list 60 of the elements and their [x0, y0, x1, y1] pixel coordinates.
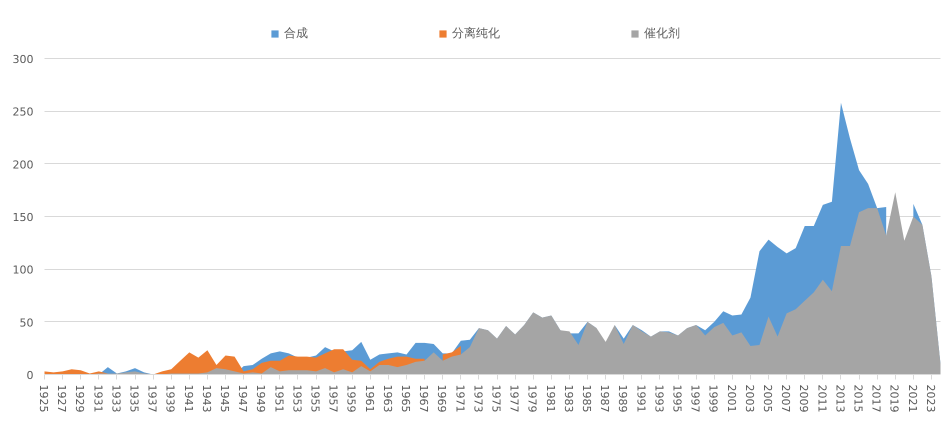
x-tick-label: 2019 [888, 384, 901, 412]
y-tick-label: 100 [12, 264, 34, 277]
x-tick-label: 1971 [453, 384, 466, 412]
x-tick-label: 1957 [326, 384, 340, 412]
y-tick-label: 0 [26, 369, 34, 382]
x-tick-label: 1941 [182, 384, 195, 412]
y-tick-label: 200 [12, 158, 34, 172]
x-tick-label: 2011 [815, 384, 828, 412]
x-tick-label: 2001 [724, 384, 738, 412]
x-tick-label: 1997 [688, 384, 702, 412]
x-tick-label: 1939 [164, 384, 177, 412]
x-tick-label: 1963 [380, 384, 394, 412]
x-tick-label: 1931 [91, 384, 104, 412]
x-tick-label: 2017 [870, 384, 883, 412]
x-tick-label: 1935 [128, 384, 141, 412]
x-tick-label: 1985 [580, 384, 594, 412]
legend-label: 合成 [284, 25, 308, 42]
y-tick-label: 150 [12, 211, 34, 224]
x-tick-label: 1955 [308, 384, 322, 412]
x-tick-label: 1951 [272, 384, 286, 412]
x-tick-label: 1945 [218, 384, 232, 412]
legend-label: 催化剂 [644, 25, 680, 42]
x-tick-label: 1925 [37, 384, 50, 412]
x-tick-label: 1979 [526, 384, 539, 412]
x-tick-label: 2007 [779, 384, 792, 412]
x-tick-label: 1983 [562, 384, 575, 412]
y-tick-label: 50 [20, 316, 34, 330]
x-tick-label: 1995 [670, 384, 684, 412]
x-tick-label: 2013 [833, 384, 846, 412]
x-tick-label: 1959 [344, 384, 358, 412]
x-tick-label: 1967 [417, 384, 430, 412]
x-tick-label: 1929 [73, 384, 86, 412]
x-tick-label: 2015 [852, 384, 865, 412]
x-tick-label: 2023 [924, 384, 937, 412]
y-tick-label: 300 [12, 53, 34, 66]
y-tick-label: 250 [12, 106, 34, 119]
x-tick-label: 1953 [290, 384, 304, 412]
x-tick-label: 1943 [200, 384, 213, 412]
x-tick-label: 1949 [254, 384, 268, 412]
x-tick-label: 1975 [490, 384, 503, 412]
x-tick-label: 1933 [109, 384, 122, 412]
x-tick-label: 1993 [652, 384, 666, 412]
x-tick-label: 2003 [742, 384, 756, 412]
x-tick-label: 2009 [797, 384, 810, 412]
x-tick-label: 1969 [435, 384, 448, 412]
x-tick-label: 2021 [906, 384, 919, 412]
x-tick-label: 1987 [598, 384, 612, 412]
x-tick-label: 1927 [55, 384, 68, 412]
x-tick-label: 1937 [146, 384, 159, 412]
x-tick-label: 1961 [362, 384, 376, 412]
x-tick-label: 1973 [471, 384, 484, 412]
x-tick-label: 1989 [616, 384, 630, 412]
x-tick-label: 1991 [634, 384, 648, 412]
x-tick-label: 1977 [508, 384, 521, 412]
x-tick-label: 1981 [544, 384, 557, 412]
x-tick-label: 1947 [236, 384, 250, 412]
x-tick-label: 1999 [706, 384, 720, 412]
x-tick-label: 1965 [399, 384, 412, 412]
x-tick-label: 2005 [761, 384, 774, 412]
legend-label: 分离纯化 [452, 25, 500, 42]
